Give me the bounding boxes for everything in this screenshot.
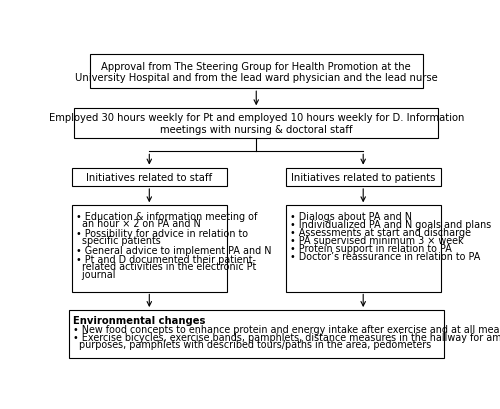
Text: • New food concepts to enhance protein and energy intake after exercise and at a: • New food concepts to enhance protein a… [72, 324, 500, 334]
Text: • Pt and D documented their patient-: • Pt and D documented their patient- [76, 254, 256, 265]
Text: • Dialogs about PA and N: • Dialogs about PA and N [290, 211, 412, 221]
Text: • General advice to implement PA and N: • General advice to implement PA and N [76, 245, 271, 255]
Text: specific patients: specific patients [76, 235, 160, 245]
Text: Environmental changes: Environmental changes [72, 316, 205, 326]
Text: • Doctor’s reassurance in relation to PA: • Doctor’s reassurance in relation to PA [290, 252, 480, 261]
Text: purposes, pamphlets with described tours/paths in the area, pedometers: purposes, pamphlets with described tours… [72, 339, 431, 349]
Bar [74, 109, 438, 138]
Bar [68, 310, 444, 358]
Text: • Education & information meeting of: • Education & information meeting of [76, 211, 257, 221]
Text: journal: journal [76, 269, 115, 279]
Text: Approval from The Steering Group for Health Promotion at the
University Hospital: Approval from The Steering Group for Hea… [75, 61, 438, 83]
Text: • Possibility for advice in relation to: • Possibility for advice in relation to [76, 228, 248, 238]
Bar [286, 168, 440, 187]
Text: • Individualized PA and N goals and plans: • Individualized PA and N goals and plan… [290, 219, 491, 229]
Bar [90, 55, 423, 89]
Text: Initiatives related to patients: Initiatives related to patients [291, 172, 436, 182]
Text: • Protein support in relation to PA: • Protein support in relation to PA [290, 243, 452, 254]
Text: Employed 30 hours weekly for Pt and employed 10 hours weekly for D. Information
: Employed 30 hours weekly for Pt and empl… [48, 113, 464, 135]
Text: an hour × 2 on PA and N: an hour × 2 on PA and N [76, 218, 200, 228]
Bar [72, 206, 227, 292]
Bar [72, 168, 227, 187]
Bar [286, 206, 440, 292]
Text: • PA supervised minimum 3 × week: • PA supervised minimum 3 × week [290, 235, 463, 245]
Text: Initiatives related to staff: Initiatives related to staff [86, 172, 212, 182]
Text: • Assessments at start and discharge: • Assessments at start and discharge [290, 227, 470, 237]
Text: related activities in the electronic Pt: related activities in the electronic Pt [76, 262, 256, 272]
Text: • Exercise bicycles, exercise bands, pamphlets, distance measures in the hallway: • Exercise bicycles, exercise bands, pam… [72, 332, 500, 342]
